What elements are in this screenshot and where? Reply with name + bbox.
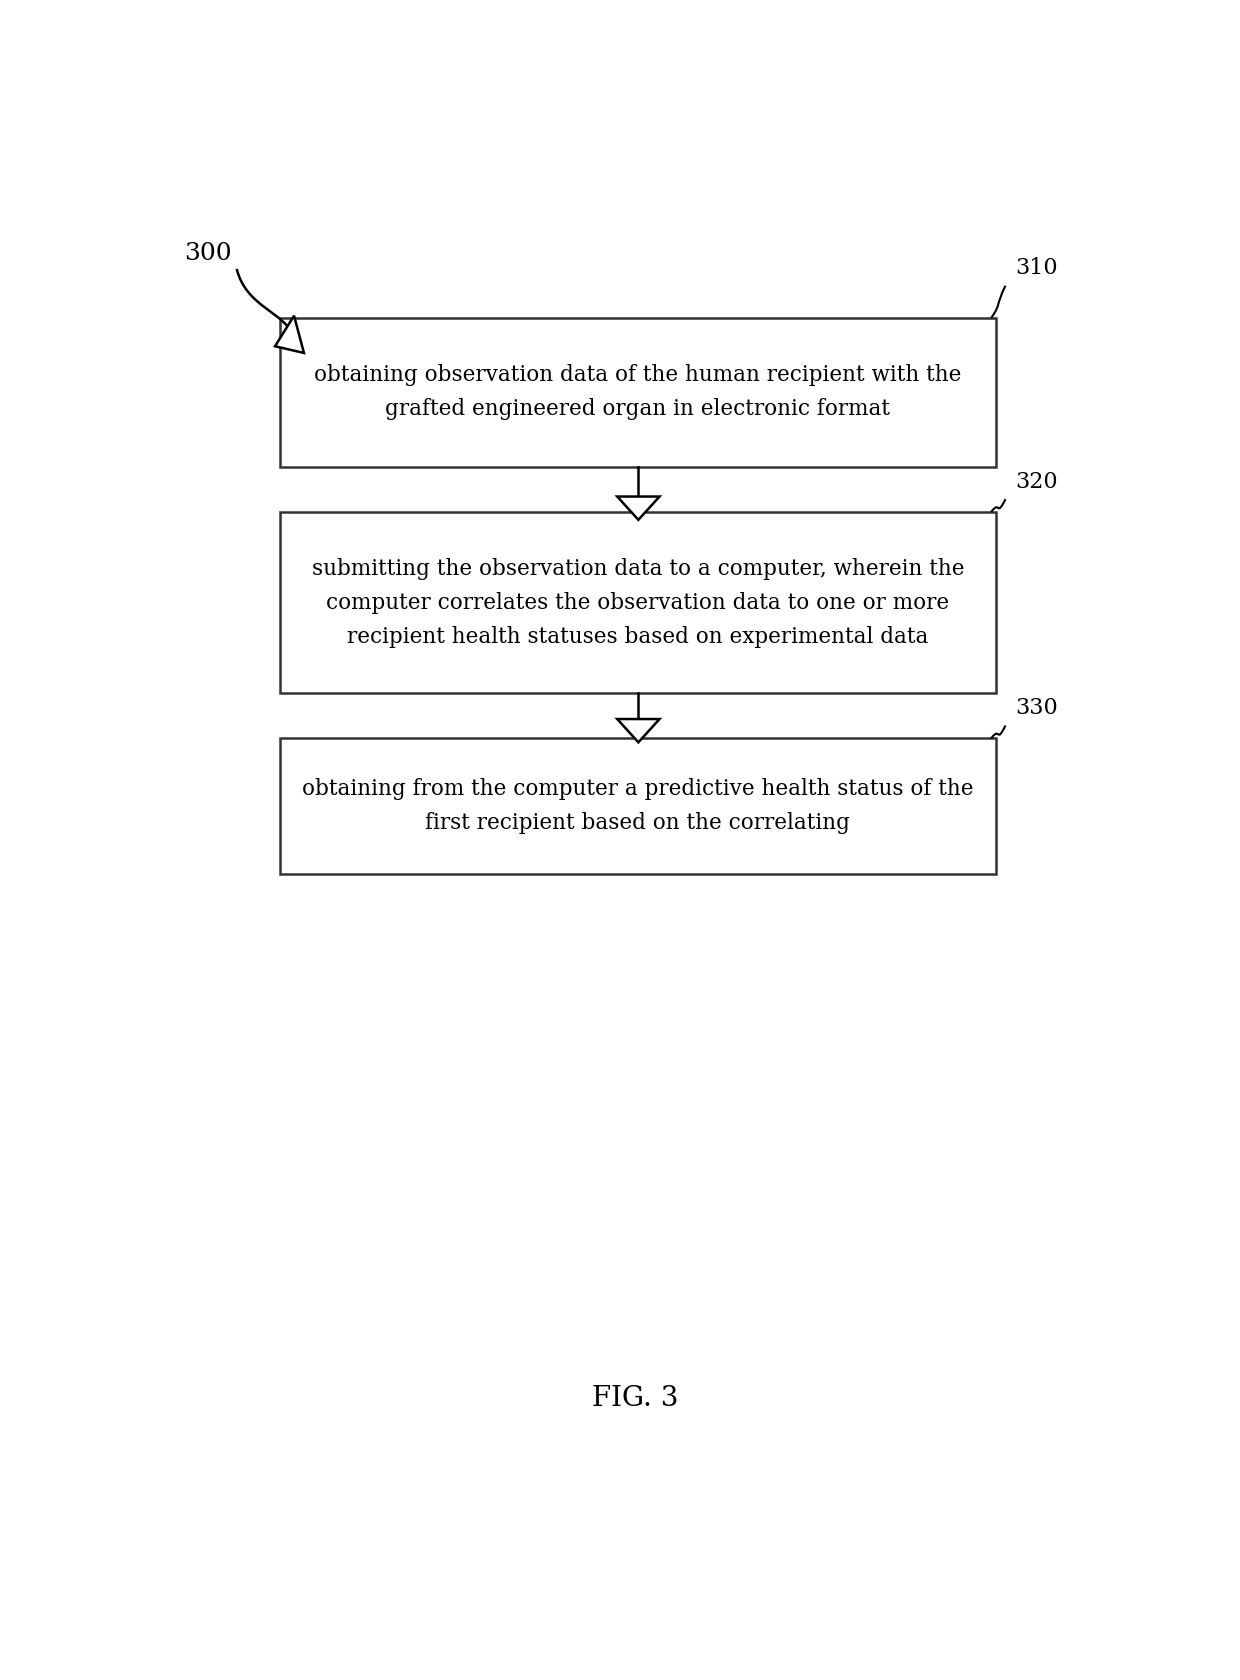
Polygon shape (618, 719, 660, 743)
Text: 320: 320 (1016, 470, 1058, 492)
Text: 330: 330 (1016, 697, 1058, 719)
Polygon shape (275, 316, 304, 353)
Text: obtaining observation data of the human recipient with the
grafted engineered or: obtaining observation data of the human … (314, 365, 961, 420)
Text: obtaining from the computer a predictive health status of the
first recipient ba: obtaining from the computer a predictive… (303, 778, 973, 835)
Text: 300: 300 (184, 242, 232, 265)
Text: FIG. 3: FIG. 3 (593, 1384, 678, 1411)
Bar (280, 739, 996, 874)
Text: submitting the observation data to a computer, wherein the
computer correlates t: submitting the observation data to a com… (311, 558, 965, 647)
Bar (280, 512, 996, 694)
Bar (280, 318, 996, 467)
Polygon shape (618, 497, 660, 519)
Text: 310: 310 (1016, 257, 1058, 279)
